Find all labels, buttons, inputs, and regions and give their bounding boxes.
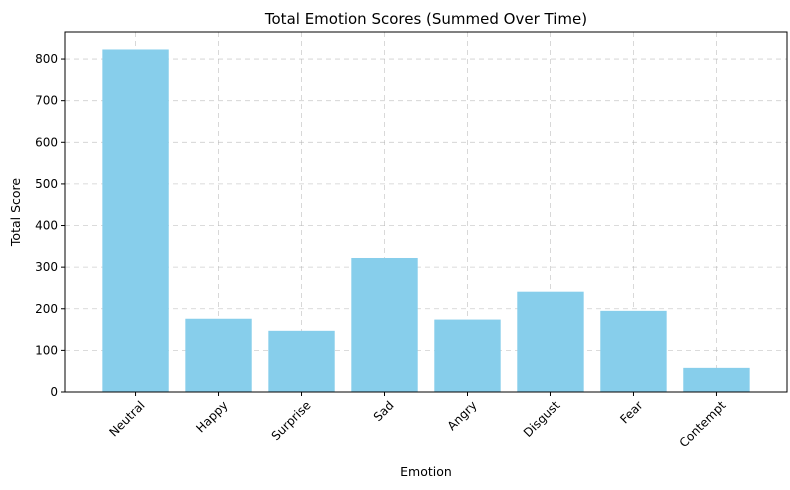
bar-contempt: [683, 367, 750, 392]
x-axis-ticks: Neutral Happy Surprise Sad Angry Disgust Fear C…: [106, 392, 729, 450]
bar-sad: [351, 257, 418, 392]
bars: [102, 49, 750, 392]
y-tick-label: 700: [35, 94, 58, 108]
bar-surprise: [268, 330, 335, 392]
y-tick-label: 300: [35, 260, 58, 274]
x-tick-label-fear: Fear: [617, 398, 645, 426]
x-tick-label-sad: Sad: [371, 398, 397, 424]
x-axis-label: Emotion: [400, 464, 452, 479]
x-tick-label-angry: Angry: [445, 398, 480, 433]
x-tick-label-happy: Happy: [193, 398, 230, 435]
y-axis-label: Total Score: [8, 178, 23, 247]
bar-happy: [185, 318, 252, 392]
y-tick-label: 100: [35, 343, 58, 357]
chart-title: Total Emotion Scores (Summed Over Time): [264, 10, 587, 28]
y-tick-label: 800: [35, 52, 58, 66]
y-tick-label: 600: [35, 135, 58, 149]
bar-fear: [600, 310, 667, 392]
y-tick-label: 200: [35, 302, 58, 316]
x-tick-label-neutral: Neutral: [106, 398, 147, 439]
x-tick-label-contempt: Contempt: [677, 398, 729, 450]
y-tick-label: 400: [35, 219, 58, 233]
x-tick-label-disgust: Disgust: [521, 398, 563, 440]
bar-neutral: [102, 49, 169, 392]
grid-lines: [65, 32, 787, 393]
bar-angry: [434, 319, 501, 392]
y-tick-label: 500: [35, 177, 58, 191]
y-axis-ticks: 0 100 200 300 400 500 600 700 800: [35, 52, 65, 399]
y-tick-label: 0: [50, 385, 58, 399]
x-tick-label-surprise: Surprise: [269, 398, 314, 443]
bar-disgust: [517, 291, 584, 392]
plot-frame: [64, 31, 788, 393]
